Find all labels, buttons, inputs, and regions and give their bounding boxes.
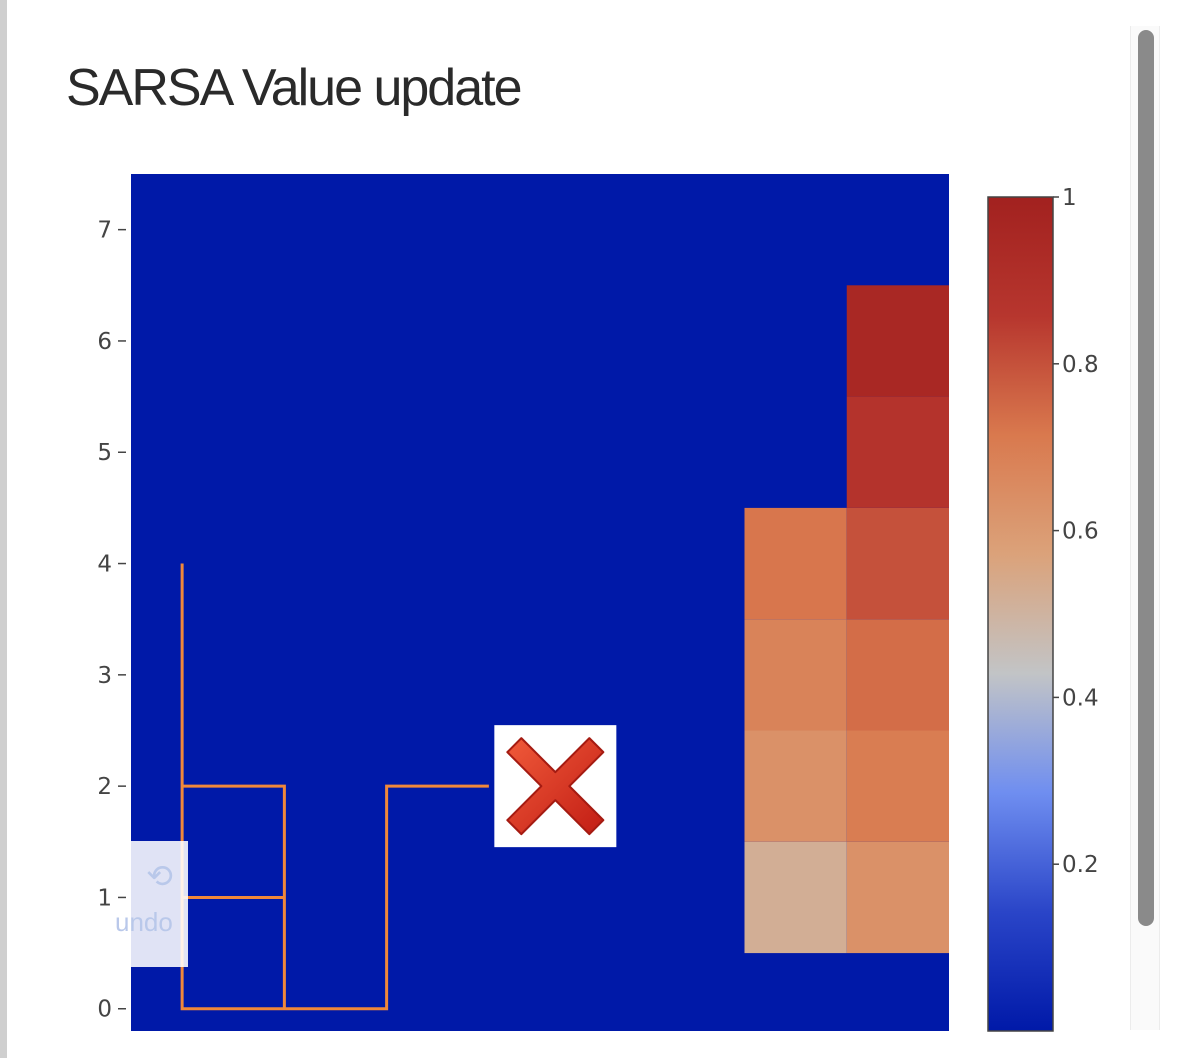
undo-arrow-icon: ⟲: [146, 857, 173, 895]
colorbar-tick-label: 0.2: [1062, 852, 1099, 878]
y-tick-label: 7: [97, 218, 112, 244]
colorbar: [987, 196, 1054, 1032]
marker-cross: [506, 737, 605, 836]
colorbar-tick-label: 0.6: [1062, 519, 1099, 545]
heatmap-cell: [846, 507, 949, 620]
y-tick-label: 6: [97, 329, 112, 355]
y-tick-label: 3: [97, 663, 112, 689]
y-tick-label: 4: [97, 552, 112, 578]
vertical-scrollbar[interactable]: [1130, 26, 1160, 1030]
y-tick-label: 0: [97, 997, 112, 1023]
undo-label: undo: [115, 907, 173, 937]
heatmap-cell: [846, 619, 949, 731]
heatmap-cell: [744, 841, 847, 954]
heatmap-cell: [846, 841, 949, 954]
heatmap-cell: [744, 619, 847, 731]
heatmap-cell: [846, 730, 949, 842]
y-tick-label: 2: [97, 774, 112, 800]
agent-path-branch: [182, 784, 286, 1009]
colorbar-tick-label: 0.8: [1062, 352, 1099, 378]
left-border: [0, 0, 7, 1058]
undo-button[interactable]: ⟲ undo: [115, 841, 188, 967]
heatmap-cell: [744, 730, 847, 842]
scrollbar-thumb[interactable]: [1138, 30, 1154, 926]
y-tick-label: 5: [97, 440, 112, 466]
colorbar-tick-label: 1: [1062, 185, 1077, 211]
heatmap-cell: [846, 285, 949, 397]
heatmap-cell: [744, 507, 847, 620]
chart-title: SARSA Value update: [66, 59, 522, 117]
red-x-icon: [494, 725, 617, 848]
y-tick-label: 1: [97, 885, 112, 911]
colorbar-tick-label: 0.4: [1062, 685, 1099, 711]
heatmap-cell: [846, 396, 949, 508]
